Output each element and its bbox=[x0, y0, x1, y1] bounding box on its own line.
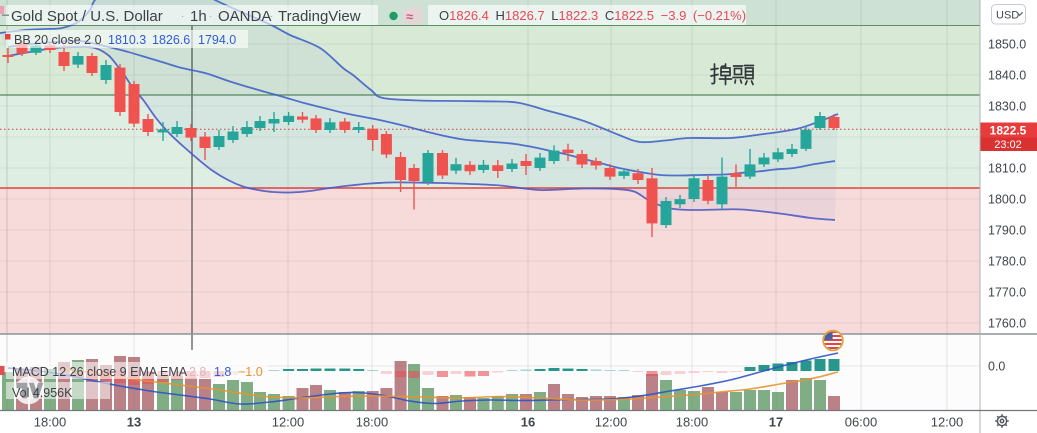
svg-text:1760.0: 1760.0 bbox=[988, 317, 1026, 331]
svg-text:12:00: 12:00 bbox=[595, 415, 628, 430]
svg-text:USD: USD bbox=[996, 9, 1019, 21]
svg-text:Vol 4.956K: Vol 4.956K bbox=[12, 386, 73, 400]
svg-text:1840.0: 1840.0 bbox=[988, 69, 1026, 83]
svg-text:1800.0: 1800.0 bbox=[988, 193, 1026, 207]
svg-text:1794.0: 1794.0 bbox=[198, 33, 236, 47]
svg-text:06:00: 06:00 bbox=[845, 415, 878, 430]
svg-text:1850.0: 1850.0 bbox=[988, 38, 1026, 52]
svg-text:1810.0: 1810.0 bbox=[988, 162, 1026, 176]
svg-text:−1.0: −1.0 bbox=[238, 365, 263, 379]
svg-text:12:00: 12:00 bbox=[272, 415, 305, 430]
svg-text:BB 20 close 2 0: BB 20 close 2 0 bbox=[14, 33, 102, 47]
svg-text:·: · bbox=[181, 11, 184, 22]
svg-text:1790.0: 1790.0 bbox=[988, 224, 1026, 238]
svg-text:1.8: 1.8 bbox=[214, 365, 231, 379]
svg-text:23:02: 23:02 bbox=[994, 139, 1022, 151]
svg-text:0.0: 0.0 bbox=[988, 360, 1005, 374]
svg-text:OANDA: OANDA bbox=[218, 8, 271, 25]
svg-text:1h: 1h bbox=[190, 8, 207, 25]
svg-text:18:00: 18:00 bbox=[676, 415, 709, 430]
svg-text:1770.0: 1770.0 bbox=[988, 286, 1026, 300]
svg-text:·: · bbox=[270, 11, 273, 22]
svg-text:18:00: 18:00 bbox=[34, 415, 67, 430]
svg-text:16: 16 bbox=[521, 415, 535, 430]
svg-text:2.8: 2.8 bbox=[189, 365, 206, 379]
svg-text:1780.0: 1780.0 bbox=[988, 255, 1026, 269]
svg-text:1810.3: 1810.3 bbox=[108, 33, 146, 47]
svg-text:13: 13 bbox=[127, 415, 141, 430]
svg-text:12:00: 12:00 bbox=[931, 415, 964, 430]
svg-text:MACD 12 26 close 9 EMA EMA: MACD 12 26 close 9 EMA EMA bbox=[12, 365, 188, 379]
svg-text:Gold Spot / U.S. Dollar: Gold Spot / U.S. Dollar bbox=[11, 8, 163, 25]
svg-text:1826.6: 1826.6 bbox=[152, 33, 190, 47]
svg-text:·: · bbox=[209, 11, 212, 22]
svg-text:17: 17 bbox=[769, 415, 783, 430]
svg-text:1822.5: 1822.5 bbox=[990, 124, 1027, 138]
svg-text:O1826.4 H1826.7 L1822.3 C1822.: O1826.4 H1826.7 L1822.3 C1822.5 −3.9 (−0… bbox=[439, 8, 746, 23]
svg-text:TradingView: TradingView bbox=[278, 8, 361, 25]
svg-text:≈: ≈ bbox=[406, 9, 413, 24]
svg-text:1830.0: 1830.0 bbox=[988, 100, 1026, 114]
svg-text:18:00: 18:00 bbox=[356, 415, 389, 430]
